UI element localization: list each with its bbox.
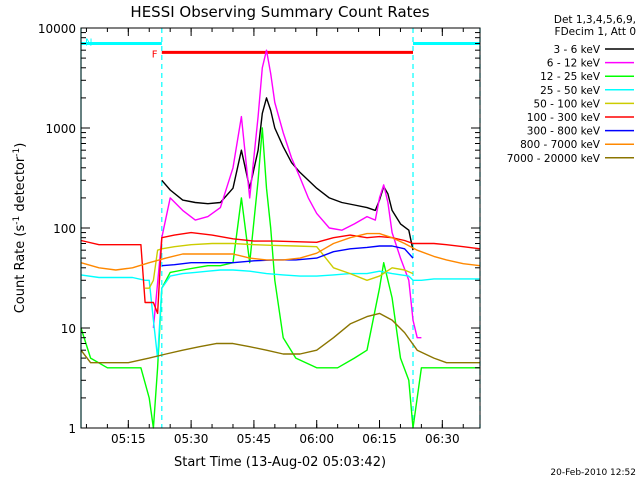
legend-entry-label: 800 - 7000 keV (520, 139, 601, 151)
series-line (80, 269, 480, 359)
y-axis-label-sup2: -1 (12, 148, 22, 157)
x-tick-label: 06:00 (299, 432, 334, 446)
series-line (145, 242, 414, 289)
chart-title: HESSI Observing Summary Count Rates (130, 3, 429, 21)
series-line (152, 49, 422, 339)
y-axis-label-part1: Count Rate (s (13, 225, 28, 314)
flag-label: N (85, 37, 92, 48)
series-line (80, 127, 480, 429)
legend-entry-label: 25 - 50 keV (540, 85, 601, 97)
legend-entry-label: 100 - 300 keV (527, 112, 601, 124)
legend-entry-label: 7000 - 20000 keV (507, 153, 601, 165)
y-axis-label: Count Rate (s-1 detector-1) (12, 143, 28, 314)
footer-date: 20-Feb-2010 12:52 (550, 468, 636, 478)
y-axis-label-sup1: -1 (12, 216, 22, 225)
legend-header: Det 1,3,4,5,6,9, (554, 14, 636, 26)
series-line (161, 97, 414, 251)
x-tick-label: 06:15 (362, 432, 397, 446)
y-tick-label: 100 (53, 222, 76, 236)
legend-header: FDecim 1, Att 0 (555, 26, 636, 38)
series-line (80, 232, 481, 271)
series-line (80, 312, 480, 364)
legend-entry-label: 6 - 12 keV (547, 58, 601, 70)
axes: 05:15 05:30 05:45 06:00 06:15 06:30 1 10 100 1000… (38, 22, 480, 446)
legend-entry-label: 12 - 25 keV (540, 71, 601, 83)
plot-area: NF (80, 28, 481, 429)
x-axis-label: Start Time (13-Aug-02 05:03:42) (174, 455, 386, 470)
series-line (80, 231, 481, 315)
flag-label: F (152, 49, 158, 60)
legend-entry-label: 50 - 100 keV (533, 98, 600, 110)
legend: Det 1,3,4,5,6,9,FDecim 1, Att 0 3 - 6 keV… (507, 14, 636, 165)
legend-entry-label: 3 - 6 keV (553, 44, 600, 56)
x-tick-label: 05:30 (174, 432, 209, 446)
x-tick-label: 05:45 (237, 432, 272, 446)
y-tick-label: 10 (61, 322, 76, 336)
series-line (161, 245, 414, 267)
y-tick-label: 10000 (38, 22, 76, 36)
y-tick-label: 1 (68, 422, 76, 436)
y-axis-label-end: ) (13, 143, 28, 148)
x-tick-label: 06:30 (425, 432, 460, 446)
y-axis-label-part2: detector (13, 156, 28, 216)
x-tick-label: 05:15 (111, 432, 146, 446)
y-tick-label: 1000 (45, 122, 76, 136)
legend-entry-label: 300 - 800 keV (527, 126, 601, 138)
